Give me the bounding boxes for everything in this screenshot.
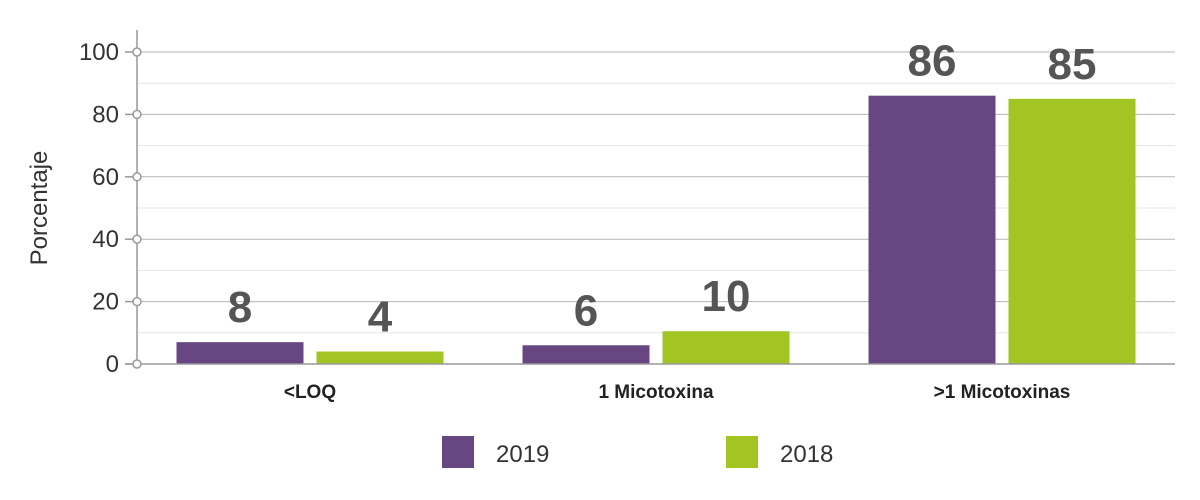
category-label: 1 Micotoxina [598,382,714,403]
legend-label: 2019 [496,441,549,468]
bar [1008,98,1136,365]
y-tick-label: 80 [92,101,119,128]
legend-swatch [442,436,474,468]
data-label: 86 [908,37,957,86]
y-tick-label: 20 [92,289,119,316]
y-tick-dot [132,234,142,244]
bar [522,345,650,364]
y-tick-labels: 0 20 40 60 80 100 [79,39,119,378]
data-label: 4 [368,293,393,342]
data-labels: 8 4 6 10 86 85 [228,37,1097,342]
category-label: <LOQ [284,382,336,403]
data-label: 85 [1048,40,1097,89]
y-tick-dot [132,296,142,307]
data-label: 8 [228,283,252,332]
data-label: 10 [702,272,751,321]
data-label: 6 [574,286,598,335]
y-axis [125,30,1175,369]
grid-lines [137,51,1175,334]
legend-swatch [726,436,758,468]
y-tick-label: 60 [92,164,119,191]
legend: 2019 2018 [442,436,833,468]
y-tick-dot [132,109,142,120]
y-tick-dot [132,47,142,57]
category-label: >1 Micotoxinas [934,382,1071,403]
bar [662,331,790,364]
category-labels: <LOQ 1 Micotoxina >1 Micotoxinas [284,382,1071,403]
bar [316,351,444,364]
legend-label: 2018 [780,441,833,468]
y-tick-dot [132,359,142,369]
bar [176,342,304,364]
bar [868,95,996,365]
y-tick-label: 0 [106,351,119,378]
y-tick-label: 40 [92,226,119,253]
y-axis-label: Porcentaje [26,151,53,266]
bars [176,95,1136,365]
y-tick-dot [132,172,142,182]
y-tick-label: 100 [79,39,119,66]
